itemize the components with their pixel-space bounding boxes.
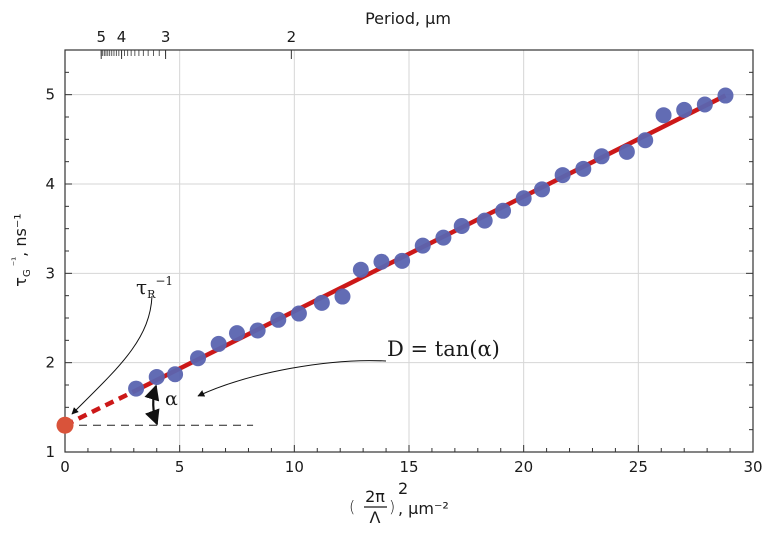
y-axis-title-unit: , ns⁻¹ xyxy=(11,213,30,257)
data-point xyxy=(394,252,411,269)
intercept-label-sub: R xyxy=(147,288,156,301)
x-tick-label: 10 xyxy=(285,458,304,476)
data-point xyxy=(435,229,452,246)
data-point xyxy=(229,325,245,342)
x-axis-title-denominator: Λ xyxy=(370,508,381,527)
x-tick-label: 0 xyxy=(60,458,70,476)
x-tick-label: 5 xyxy=(175,458,185,476)
data-point xyxy=(148,368,165,385)
intercept-label-sup: −1 xyxy=(155,274,173,288)
intercept-label-base: τ xyxy=(136,275,147,299)
data-point xyxy=(618,143,635,160)
x-axis-title-exponent: 2 xyxy=(398,479,408,498)
y-axis-title: τG ⁻¹, ns⁻¹ xyxy=(11,213,33,286)
data-point xyxy=(167,366,184,383)
x-axis-title-numerator: 2π xyxy=(365,487,385,506)
data-point xyxy=(249,322,266,339)
intercept-point xyxy=(56,416,74,434)
data-point xyxy=(717,87,734,104)
slope-label: D = tan(α) xyxy=(387,337,500,361)
data-point xyxy=(534,181,551,198)
x-tick-label: 20 xyxy=(514,458,533,476)
data-points xyxy=(56,87,734,434)
top-axis-title: Period, μm xyxy=(365,9,451,28)
y-axis-title-sub: G xyxy=(22,269,33,277)
data-point xyxy=(676,101,693,118)
intercept-label: τR−1 xyxy=(136,274,173,301)
data-point xyxy=(476,212,493,229)
data-point xyxy=(554,167,571,184)
data-point xyxy=(414,237,431,254)
y-axis-title-base: τ xyxy=(11,277,30,287)
data-point xyxy=(190,350,207,367)
svg-text:): ) xyxy=(389,497,395,516)
data-point xyxy=(313,294,330,311)
angle-arc-arrow xyxy=(144,384,160,426)
top-tick-label: 5 xyxy=(96,28,106,46)
data-point xyxy=(373,253,390,270)
data-point xyxy=(593,148,610,165)
x-axis-title: ( 2π Λ ) 2 , μm⁻² xyxy=(349,479,449,527)
annotations: τR−1 D = tan(α) α xyxy=(71,274,500,426)
top-tick-label: 3 xyxy=(161,28,171,46)
data-point xyxy=(128,380,145,397)
svg-text:(: ( xyxy=(349,497,355,516)
data-point xyxy=(270,311,287,328)
y-tick-label: 3 xyxy=(45,264,55,282)
data-point xyxy=(655,107,672,124)
x-tick-label: 15 xyxy=(399,458,418,476)
data-point xyxy=(352,261,369,278)
data-point xyxy=(210,335,227,352)
y-axis-title-sup: ⁻¹ xyxy=(11,257,22,269)
y-tick-label: 2 xyxy=(45,354,55,372)
y-tick-label: 1 xyxy=(45,443,55,461)
y-tick-label: 5 xyxy=(45,86,55,104)
data-point xyxy=(575,160,592,177)
top-tick-label: 4 xyxy=(117,28,127,46)
svg-text:τG ⁻¹, ns⁻¹: τG ⁻¹, ns⁻¹ xyxy=(11,213,33,286)
data-point xyxy=(453,217,470,234)
x-tick-label: 30 xyxy=(743,458,762,476)
data-point xyxy=(495,202,512,219)
data-point xyxy=(696,96,713,113)
data-point xyxy=(334,288,351,305)
grid xyxy=(65,50,753,452)
y-tick-label: 4 xyxy=(45,175,55,193)
slope-arrow xyxy=(197,360,387,397)
data-point xyxy=(515,190,532,207)
x-axis-title-unit: , μm⁻² xyxy=(398,499,449,518)
x-tick-label: 25 xyxy=(629,458,648,476)
extrapolation-line xyxy=(64,388,138,428)
angle-label: α xyxy=(165,388,178,410)
intercept-arrow xyxy=(71,295,153,415)
top-tick-label: 2 xyxy=(287,28,297,46)
data-point xyxy=(637,132,654,149)
data-point xyxy=(290,305,307,322)
